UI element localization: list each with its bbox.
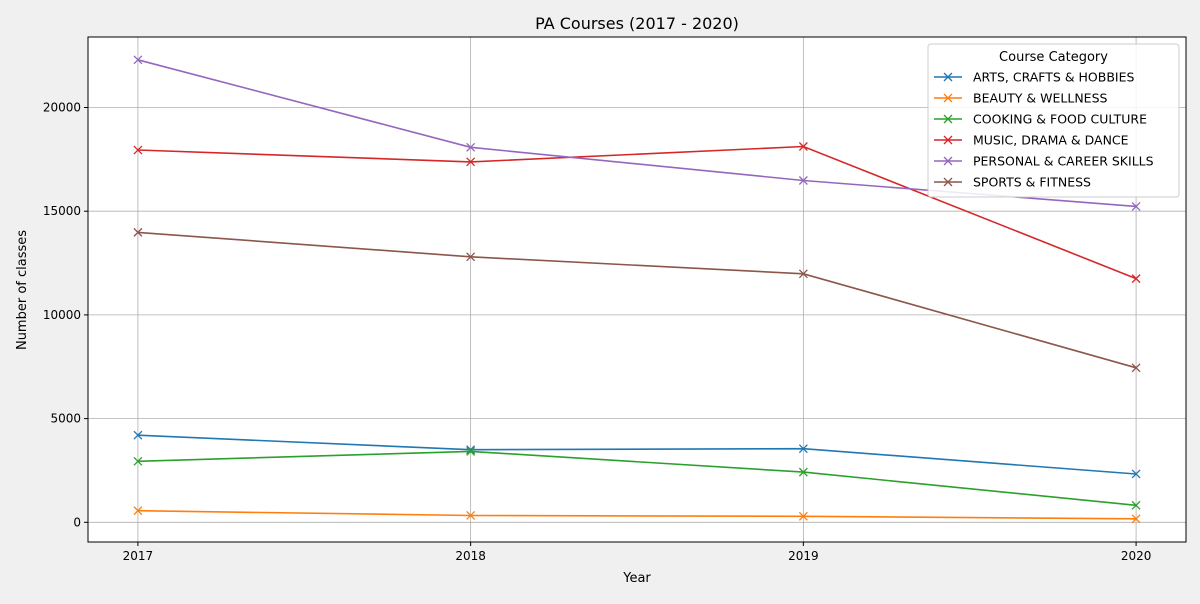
- legend-box: [927, 43, 1180, 198]
- x-tick-label: 2019: [788, 549, 819, 563]
- data-point: [466, 446, 476, 456]
- series-music-drama-dance: [133, 142, 1141, 284]
- data-point: [798, 142, 808, 151]
- data-point: [133, 227, 143, 237]
- legend-item-music-drama-dance: MUSIC, DRAMA & DANCE: [934, 133, 1129, 148]
- data-point: [466, 157, 476, 167]
- x-tick-label: 2020: [1121, 549, 1152, 563]
- legend-label: PERSONAL & CAREER SKILLS: [973, 154, 1154, 169]
- legend-item-personal-career-skills: PERSONAL & CAREER SKILLS: [934, 154, 1154, 169]
- series-line: [137, 145, 1137, 280]
- series-line: [137, 509, 1137, 520]
- data-point: [466, 252, 476, 262]
- data-point: [466, 445, 476, 455]
- y-tick-label: 10000: [43, 308, 81, 322]
- data-point: [798, 269, 808, 279]
- legend-label: SPORTS & FITNESS: [973, 175, 1091, 190]
- y-tick-label: 0: [73, 515, 81, 529]
- data-point: [133, 506, 143, 516]
- legend-label: ARTS, CRAFTS & HOBBIES: [973, 70, 1135, 85]
- series-sports-fitness: [133, 227, 1141, 373]
- data-point: [1131, 363, 1141, 373]
- axes-frame: [87, 36, 1187, 543]
- legend-item-cooking-food-culture: COOKING & FOOD CULTURE: [934, 112, 1147, 127]
- legend-marker: [943, 72, 953, 82]
- data-point: [1131, 201, 1141, 211]
- data-point: [798, 511, 808, 521]
- legend-label: BEAUTY & WELLNESS: [973, 91, 1108, 106]
- legend-marker: [943, 177, 953, 187]
- data-point: [133, 456, 143, 466]
- legend-item-sports-fitness: SPORTS & FITNESS: [934, 175, 1091, 190]
- legend: Course Category ARTS, CRAFTS & HOBBIES BEA…: [927, 43, 1180, 198]
- data-point: [798, 444, 808, 454]
- x-tick-label: 2017: [123, 549, 154, 563]
- data-point: [1131, 274, 1141, 284]
- y-tick-label: 5000: [50, 412, 81, 426]
- data-point: [466, 510, 476, 520]
- legend-item-arts-crafts-hobbies: ARTS, CRAFTS & HOBBIES: [934, 70, 1135, 85]
- legend-marker: [943, 93, 953, 103]
- legend-marker: [943, 156, 953, 166]
- series-line: [137, 231, 1137, 369]
- data-point: [466, 142, 476, 152]
- y-tick-label: 15000: [43, 204, 81, 218]
- data-point: [1131, 514, 1141, 524]
- data-point: [1131, 469, 1141, 479]
- legend-title: Course Category: [999, 50, 1108, 65]
- series-line: [137, 450, 1137, 507]
- legend-label: COOKING & FOOD CULTURE: [973, 112, 1147, 127]
- x-tick-label: 2018: [455, 549, 486, 563]
- y-tick-label: 20000: [43, 101, 81, 115]
- series-arts-crafts-hobbies: [133, 430, 1141, 479]
- legend-label: MUSIC, DRAMA & DANCE: [973, 133, 1129, 148]
- legend-item-beauty-wellness: BEAUTY & WELLNESS: [934, 91, 1108, 106]
- y-axis-label: Number of classes: [15, 230, 30, 350]
- data-point: [133, 145, 143, 155]
- data-point: [798, 467, 808, 477]
- data-point: [133, 55, 143, 65]
- legend-marker: [943, 114, 953, 124]
- legend-marker: [943, 135, 953, 145]
- series-cooking-food-culture: [133, 446, 1141, 510]
- data-point: [133, 430, 143, 440]
- x-axis-label: Year: [622, 571, 651, 586]
- data-point: [798, 176, 808, 185]
- data-point: [1131, 500, 1141, 510]
- series-beauty-wellness: [133, 506, 1141, 524]
- series-line: [137, 434, 1137, 475]
- chart-title: PA Courses (2017 - 2020): [535, 14, 739, 33]
